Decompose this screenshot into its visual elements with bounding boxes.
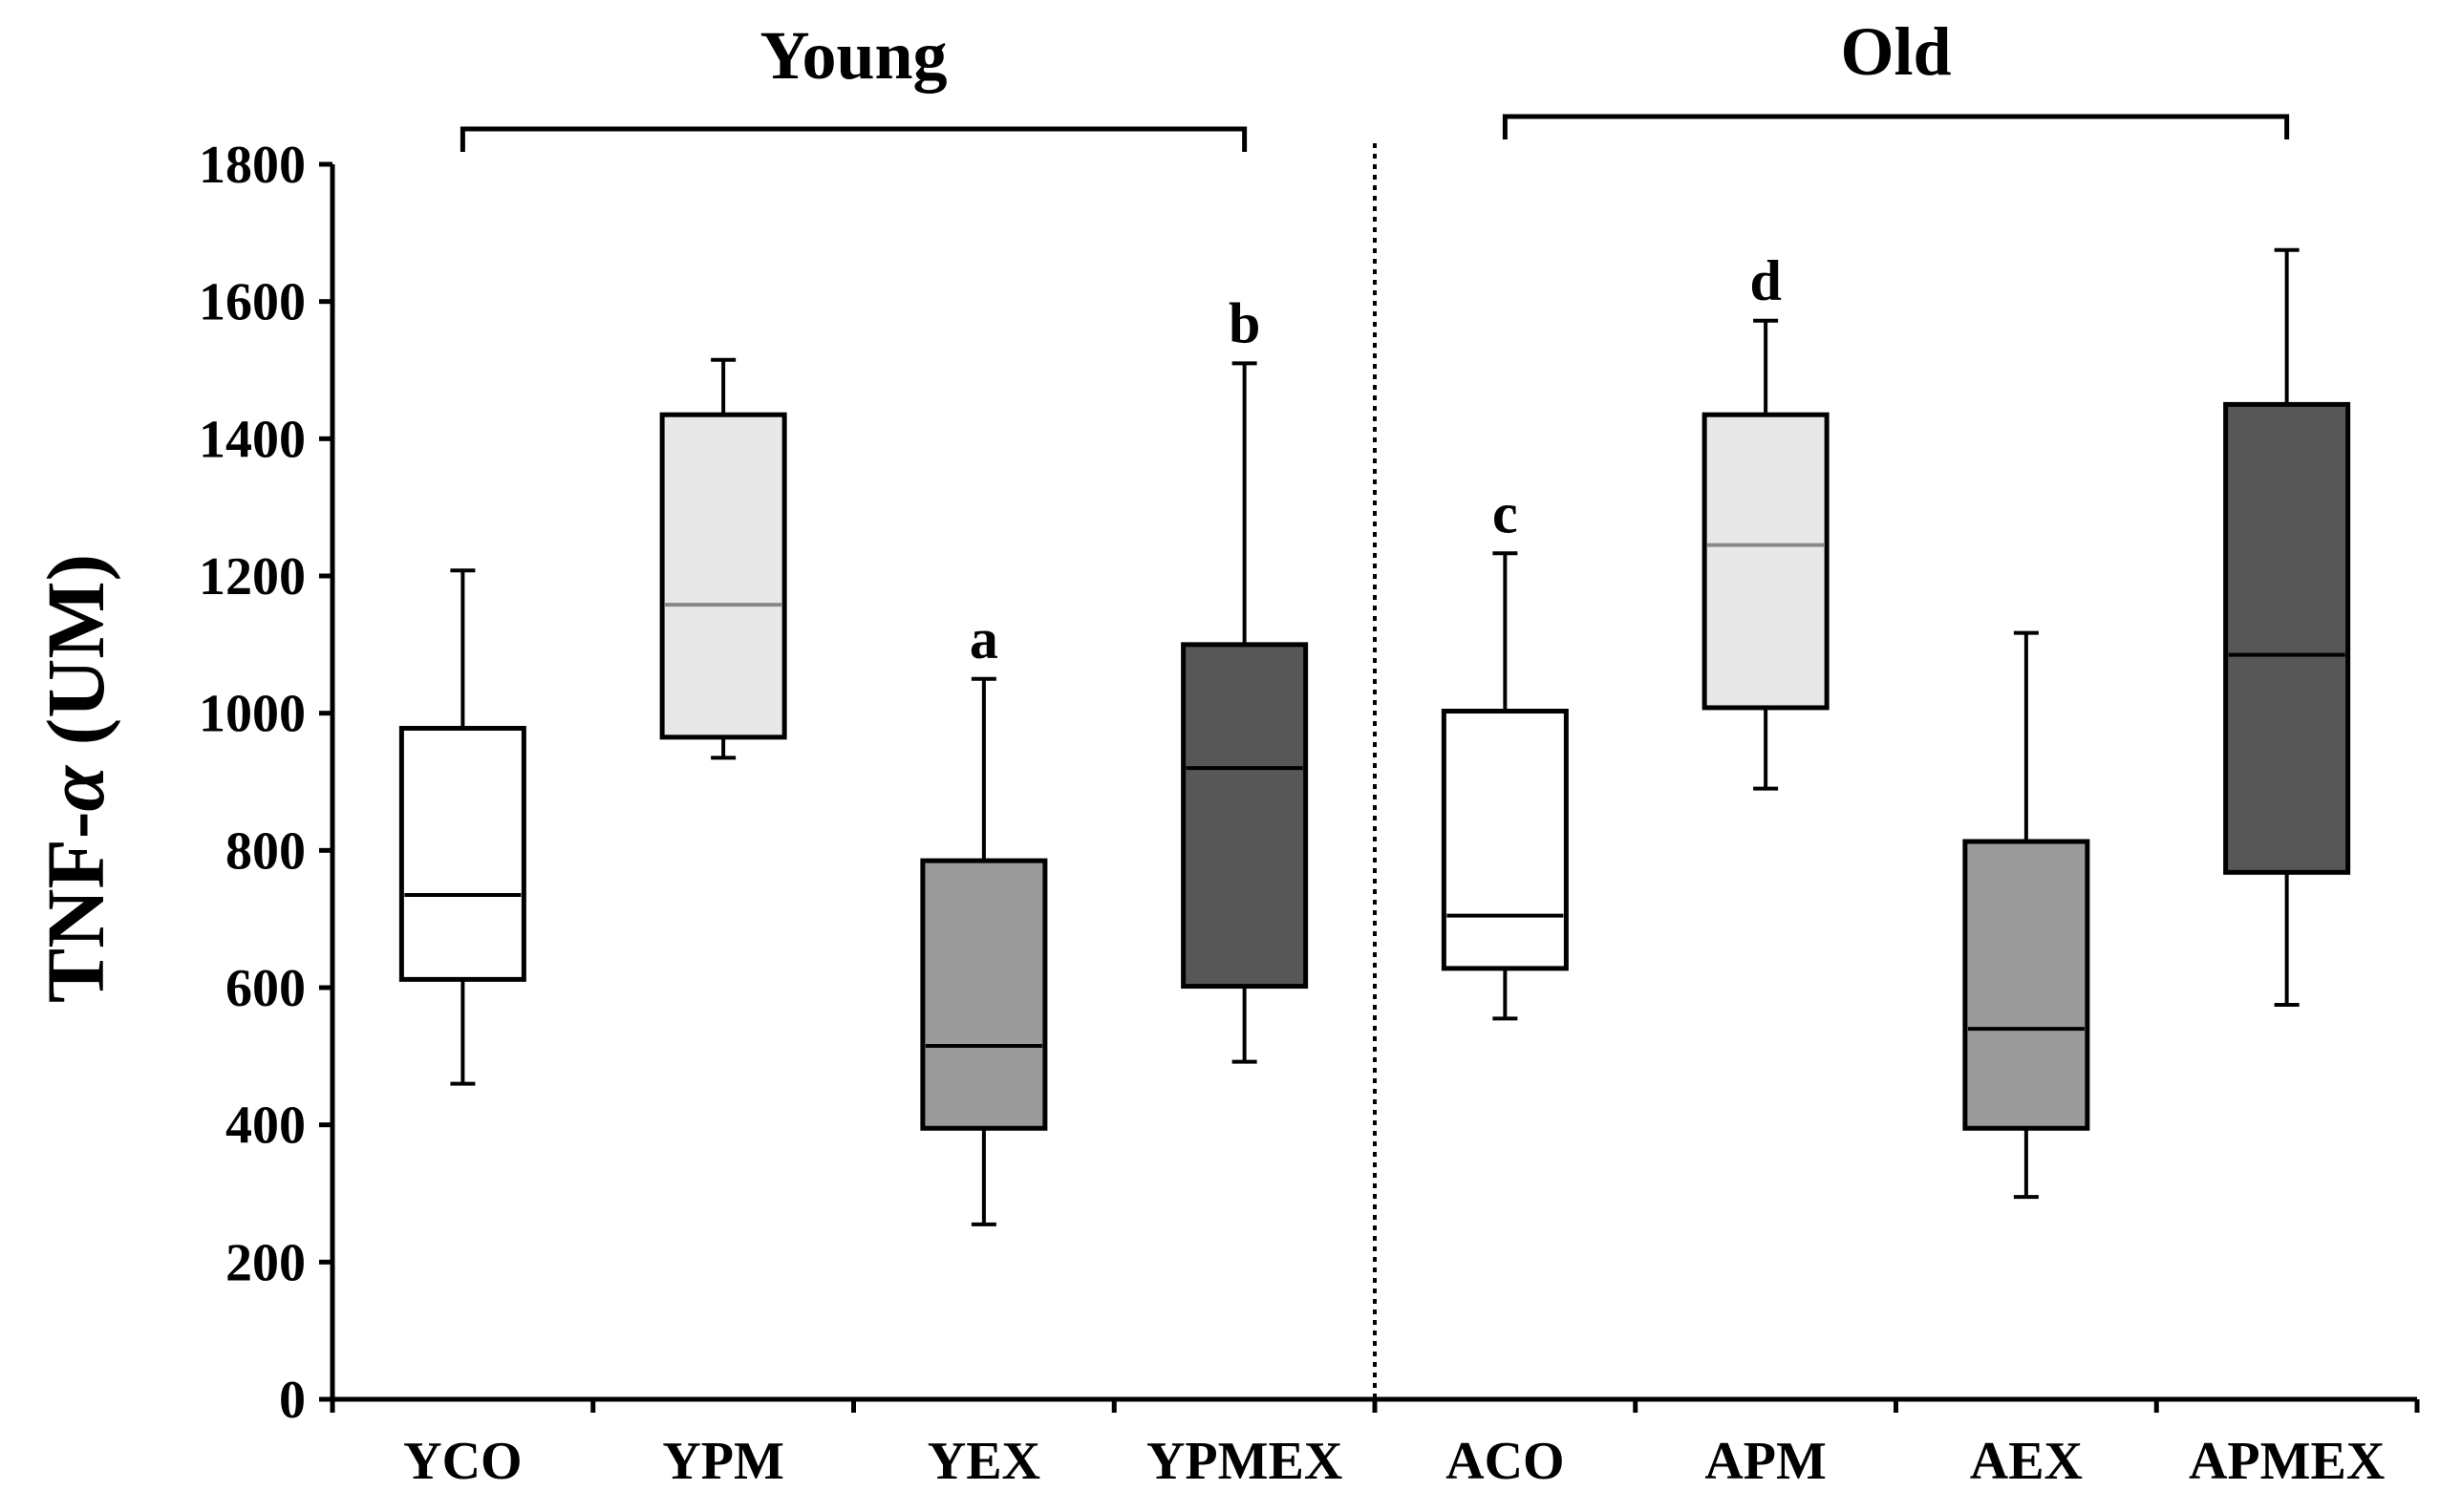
y-tick-label: 1800 xyxy=(199,136,306,195)
group-label-old: Old xyxy=(1840,13,1951,90)
boxes xyxy=(398,247,2351,1226)
labels: 0 200 400 600 800 1000 1200 1400 1600 1800 Young Ol… xyxy=(199,13,2385,1491)
box-apm xyxy=(1702,412,1830,711)
x-category-label-aex: AEX xyxy=(1970,1432,2083,1491)
y-tick-label: 1200 xyxy=(199,547,306,607)
y-tick-label: 1600 xyxy=(199,273,306,332)
x-category-label-ypmex: YPMEX xyxy=(1146,1432,1342,1491)
group-bracket-old xyxy=(1502,114,2290,139)
box-yex xyxy=(920,858,1048,1131)
y-tick-label: 1000 xyxy=(199,685,306,744)
group-bracket-young xyxy=(460,126,1248,152)
x-category-label-apmex: APMEX xyxy=(2189,1432,2385,1491)
box-yco xyxy=(398,725,526,982)
x-category-label-yex: YEX xyxy=(928,1432,1040,1491)
significance-label-apm: d xyxy=(1749,249,1781,312)
box-aco xyxy=(1441,709,1569,971)
axes xyxy=(319,161,2420,1413)
box-aex xyxy=(1962,839,2090,1131)
significance-label-yex: a xyxy=(970,607,998,671)
x-category-label-apm: APM xyxy=(1704,1432,1827,1491)
box-ypm xyxy=(659,412,787,740)
y-tick-label: 200 xyxy=(225,1233,306,1292)
y-tick-label: 600 xyxy=(225,959,306,1018)
x-category-label-yco: YCO xyxy=(403,1432,522,1491)
y-axis-title: TNF-α (UM) xyxy=(30,554,121,1003)
group-brackets xyxy=(460,114,2290,152)
significance-label-ypmex: b xyxy=(1229,291,1260,354)
y-tick-label: 400 xyxy=(225,1097,306,1156)
y-tick-label: 800 xyxy=(225,821,306,881)
x-category-label-ypm: YPM xyxy=(662,1432,784,1491)
group-label-young: Young xyxy=(760,17,947,94)
box-ypmex xyxy=(1181,642,1309,990)
significance-label-aco: c xyxy=(1492,481,1518,544)
y-tick-label: 0 xyxy=(279,1371,306,1430)
box-apmex xyxy=(2223,401,2351,875)
y-tick-label: 1400 xyxy=(199,410,306,469)
x-category-label-aco: ACO xyxy=(1445,1432,1564,1491)
